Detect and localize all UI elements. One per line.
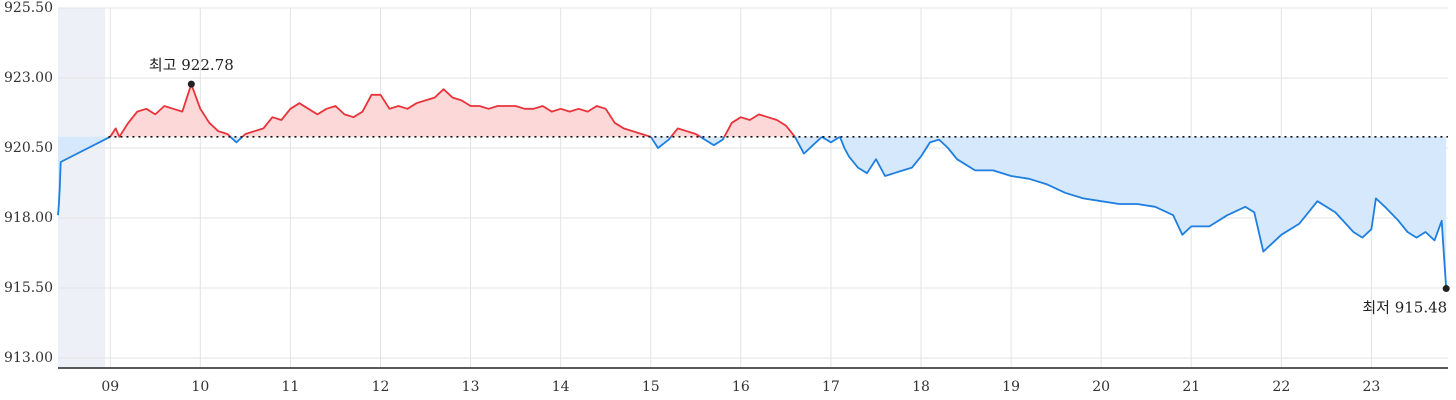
- x-tick-label: 23: [1363, 379, 1381, 395]
- x-tick-label: 19: [1002, 379, 1020, 395]
- down-series-line: [839, 136, 1448, 289]
- down-series-line: [699, 136, 726, 147]
- high-label: 최고 922.78: [149, 56, 234, 74]
- down-area: [821, 136, 840, 143]
- x-tick-label: 22: [1272, 379, 1290, 395]
- down-area: [839, 136, 1447, 289]
- y-tick-label: 918.00: [4, 210, 53, 226]
- down-area: [700, 136, 725, 146]
- x-tick-label: 13: [462, 379, 480, 395]
- down-area: [650, 136, 671, 148]
- x-tick-label: 18: [912, 379, 930, 395]
- down-area: [794, 136, 822, 154]
- up-area: [671, 128, 701, 137]
- x-tick-label: 09: [101, 379, 119, 395]
- y-tick-label: 920.50: [4, 140, 53, 156]
- series-lines: [57, 83, 1448, 289]
- x-tick-label: 16: [732, 379, 750, 395]
- high-marker: [187, 80, 195, 88]
- x-tick-label: 21: [1182, 379, 1200, 395]
- up-area: [724, 114, 795, 137]
- up-area: [110, 84, 231, 137]
- down-series-line: [57, 135, 111, 216]
- up-series-line: [670, 127, 701, 138]
- x-tick-label: 11: [282, 379, 300, 395]
- x-tick-label: 17: [822, 379, 840, 395]
- x-tick-label: 12: [372, 379, 390, 395]
- x-tick-label: 10: [191, 379, 209, 395]
- y-tick-label: 925.50: [4, 0, 53, 16]
- up-series-line: [723, 113, 796, 138]
- y-tick-label: 915.50: [4, 280, 53, 296]
- x-tick-label: 15: [642, 379, 660, 395]
- area-fills: [58, 84, 1447, 289]
- low-label: 최저 915.48: [1362, 299, 1447, 317]
- low-marker: [1442, 285, 1450, 293]
- x-axis-ticks: 09 10 11 12 13 14 15 16 17 18 19 20 21 22 23: [101, 379, 1380, 395]
- down-series-line: [794, 136, 823, 155]
- x-tick-label: 14: [552, 379, 570, 395]
- down-series-line: [229, 136, 244, 144]
- up-series-line: [241, 88, 652, 138]
- x-tick-label: 20: [1092, 379, 1110, 395]
- up-area: [242, 89, 651, 137]
- down-area: [230, 136, 243, 143]
- down-series-line: [821, 136, 841, 144]
- up-series-line: [109, 83, 232, 138]
- y-tick-label: 913.00: [4, 350, 53, 366]
- shaded-region: [58, 8, 105, 368]
- y-axis-ticks: 913.00 915.50 918.00 920.50 923.00 925.50: [4, 0, 53, 366]
- down-series-line: [650, 136, 672, 149]
- y-tick-label: 923.00: [4, 70, 53, 86]
